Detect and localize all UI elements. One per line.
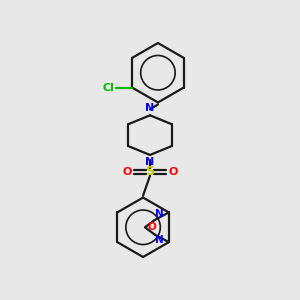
- Text: O: O: [122, 167, 132, 177]
- Text: N: N: [146, 157, 154, 167]
- Text: Cl: Cl: [103, 82, 114, 93]
- Text: N: N: [146, 103, 154, 113]
- Text: S: S: [146, 165, 154, 178]
- Text: O: O: [168, 167, 178, 177]
- Text: N: N: [155, 236, 164, 245]
- Text: N: N: [155, 209, 164, 219]
- Text: O: O: [147, 222, 156, 232]
